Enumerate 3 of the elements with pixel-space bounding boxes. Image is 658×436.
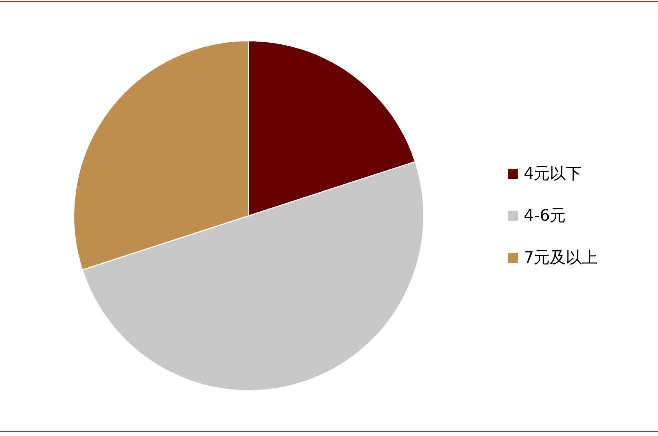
legend-label: 4元以下	[524, 164, 582, 183]
legend-label: 4-6元	[524, 206, 566, 225]
legend-label: 7元及以上	[524, 248, 598, 267]
